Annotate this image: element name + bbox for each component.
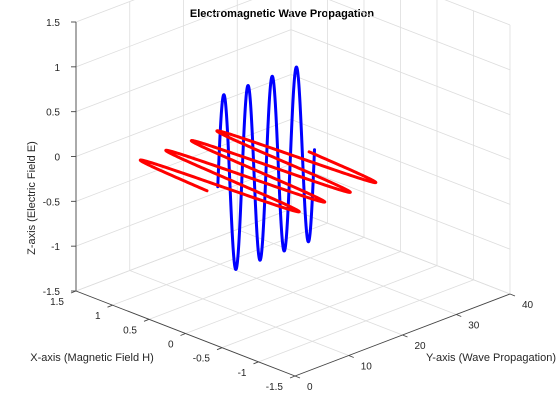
z-tick-label: -0.5 [43,197,61,208]
x-tick-mark [216,347,223,351]
x-tick-label: 0.5 [123,325,137,336]
grid-line [290,118,511,205]
x-axis-label: X-axis (Magnetic Field H) [30,352,153,364]
x-tick-mark [107,304,113,308]
x-tick-label: -1 [238,368,247,379]
z-axis-label: Z-axis (Electric Field E) [26,141,38,255]
grid-line [75,74,292,157]
grid-line [290,208,511,295]
x-tick-mark [143,318,150,322]
y-tick-label: 0 [307,382,313,393]
y-axis-label: Y-axis (Wave Propagation) [426,352,556,364]
x-tick-label: 0 [168,340,174,351]
y-tick-mark [348,355,354,358]
grid-line [290,29,511,116]
y-tick-label: 20 [415,341,427,352]
grid-line [290,74,511,160]
grid-line [75,0,135,23]
magnetic-field-wave [138,129,378,214]
grid-line [237,229,457,315]
y-tick-label: 10 [361,362,373,373]
z-tick-label: 1.5 [46,18,60,29]
grid-line [75,29,292,113]
z-tick-label: -1 [51,242,60,253]
x-tick-label: -1.5 [266,382,284,393]
grid-line [129,270,349,356]
electric-field-wave [216,65,316,271]
axes [70,21,516,379]
x-tick-label: 1.5 [50,297,64,308]
y-tick-mark [456,314,462,317]
grid-line [290,163,511,250]
y-tick-label: 30 [468,321,480,332]
grid-line [75,0,253,68]
grid-line [444,0,511,26]
z-tick-label: 1 [54,63,60,74]
grid-line [183,249,403,336]
x-tick-mark [289,375,296,379]
y-tick-mark [402,334,408,338]
y-tick-mark [294,375,301,379]
z-tick-label: -1.5 [43,287,61,298]
chart-title: Electromagnetic Wave Propagation [190,8,374,20]
x-tick-label: -0.5 [193,354,211,365]
x-tick-mark [253,361,259,365]
grid-line [328,0,511,71]
z-tick-label: 0 [54,153,60,164]
z-tick-label: 0.5 [46,108,60,119]
y-tick-label: 40 [522,300,534,311]
tick-labels: -1.5 -1 -0.5 0 0.5 1 1.5 0 10 20 30 40 -1.5 -1 -0.5 0 0.… [43,18,534,393]
x-tick-label: 1 [95,311,101,322]
y-tick-mark [509,293,516,297]
x-tick-mark [180,333,186,336]
plot-area [138,65,378,271]
